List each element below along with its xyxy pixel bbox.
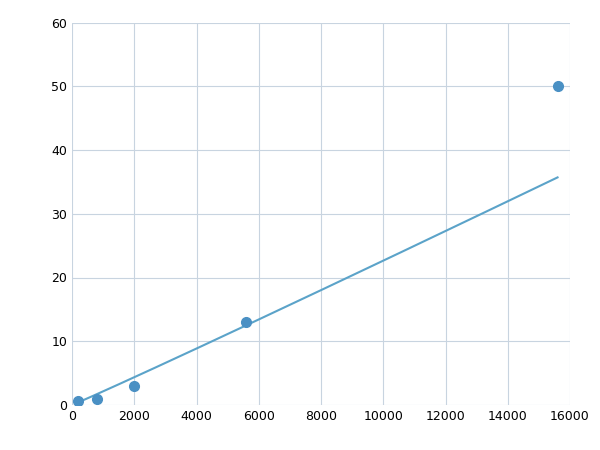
Point xyxy=(92,395,102,402)
Point xyxy=(553,83,562,90)
Point xyxy=(73,397,83,404)
Point xyxy=(130,382,139,390)
Point xyxy=(241,319,251,326)
